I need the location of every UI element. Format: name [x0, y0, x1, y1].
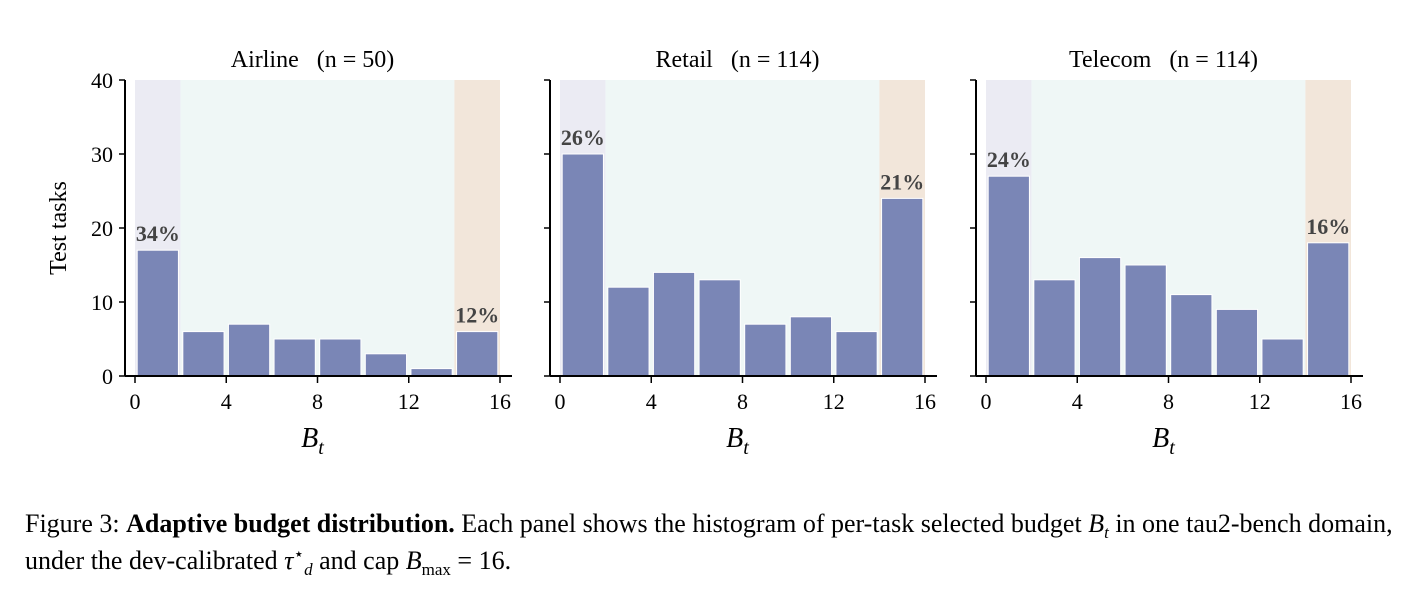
panel-1-x-tick-label-5: 16	[489, 389, 511, 414]
panel-3-region-2	[1031, 80, 1306, 376]
caption-bold-title: Adaptive budget distribution.	[126, 509, 455, 538]
panel-2-x-axis-label-sub: t	[743, 437, 749, 459]
panel-3-annotation-2: 16%	[1306, 214, 1350, 239]
caption-var-b: B	[1088, 509, 1105, 538]
caption-var-bmax: B	[405, 546, 422, 575]
panel-1-y-tick-label-5: 40	[91, 68, 113, 93]
panel-2-region-2	[605, 80, 880, 376]
panel-2-bar-5	[744, 323, 787, 377]
panel-3-bar-1	[987, 175, 1030, 377]
panel-2-annotation-1: 26%	[561, 125, 605, 150]
panel-1-annotation-1: 34%	[136, 221, 180, 246]
caption-text-3: and cap	[312, 546, 406, 575]
panel-3-bar-5	[1170, 294, 1213, 377]
caption-var-b-sub: t	[1104, 523, 1109, 543]
panel-1-title-name: Airline	[231, 47, 299, 73]
caption-text-2: in one tau2-bench domain, under the dev-…	[25, 509, 1393, 575]
panel-1-bar-4	[273, 338, 316, 377]
panel-3-x-tick-label-5: 16	[1340, 389, 1362, 414]
figure-caption: Figure 3: Adaptive budget distribution. …	[25, 505, 1395, 579]
panel-3-annotation-1: 24%	[987, 147, 1031, 172]
panel-1-bar-1	[136, 249, 179, 377]
panel-3-x-tick-label-2: 4	[1072, 389, 1083, 414]
panel-1-x-axis-label-sub: t	[318, 437, 324, 459]
panel-1-bar-8	[456, 331, 499, 377]
panel-1-region-3	[454, 80, 500, 376]
panel-2-x-axis-label: Bt	[726, 423, 749, 459]
panel-1-x-axis-label: Bt	[301, 423, 324, 459]
caption-var-tau: τ	[284, 546, 294, 575]
panel-1-region-2	[180, 80, 455, 376]
panel-3-bar-2	[1033, 279, 1076, 377]
panel-2-bar-7	[835, 331, 878, 377]
panel-2-x-tick-label-5: 16	[914, 389, 936, 414]
panel-1-y-axis-label: Test tasks	[46, 181, 72, 275]
panel-2-bar-1	[561, 153, 604, 377]
panel-1-y-tick-label-1: 0	[102, 364, 113, 389]
panel-2-title: Retail (n = 114)	[656, 47, 820, 73]
panel-3-x-tick-label-1: 0	[981, 389, 992, 414]
caption-var-tau-sup: ⋆	[293, 544, 305, 564]
panel-1-y-tick-label-4: 30	[91, 142, 113, 167]
panel-1-bar-6	[364, 353, 408, 377]
panel-3-bar-3	[1078, 257, 1122, 377]
panel-1-y-tick-label-2: 10	[91, 290, 113, 315]
panel-2-bar-6	[789, 316, 833, 377]
panel-1-title-n: (n = 50)	[317, 47, 395, 73]
caption-prefix: Figure 3:	[25, 509, 127, 538]
panel-1-x-tick-label-3: 8	[312, 389, 323, 414]
panel-1-bar-7	[410, 368, 453, 377]
panel-2-x-tick-label-2: 4	[646, 389, 657, 414]
panel-3-title-n: (n = 114)	[1169, 47, 1258, 73]
panel-2-x-axis-label-main: B	[726, 423, 743, 454]
panel-3-bar-8	[1307, 242, 1350, 377]
panel-1-x-axis-label-main: B	[301, 423, 318, 454]
panel-2-x-tick-label-1: 0	[555, 389, 566, 414]
panel-3-bar-7	[1261, 338, 1304, 377]
caption-text-1: Each panel shows the histogram of per-ta…	[454, 509, 1089, 538]
panel-1-x-tick-label-4: 12	[398, 389, 420, 414]
panel-3-title: Telecom (n = 114)	[1069, 47, 1258, 73]
panel-1-bar-3	[227, 323, 271, 377]
panel-3-bar-6	[1215, 308, 1259, 377]
panel-2-title-name: Retail	[656, 47, 714, 73]
panel-3-title-name: Telecom	[1069, 47, 1152, 73]
panel-2-bar-3	[652, 271, 696, 377]
panel-1-x-tick-label-1: 0	[130, 389, 141, 414]
panel-2-x-tick-label-3: 8	[737, 389, 748, 414]
caption-var-bmax-sub: max	[421, 560, 451, 580]
panel-1-y-tick-label-3: 20	[91, 216, 113, 241]
panel-1-title: Airline (n = 50)	[231, 47, 395, 73]
caption-text-4: = 16.	[450, 546, 512, 575]
panel-1-bar-2	[182, 331, 225, 377]
panel-2-title-n: (n = 114)	[731, 47, 820, 73]
panel-2-bar-4	[698, 279, 741, 377]
panel-3-x-axis-label-main: B	[1152, 423, 1169, 454]
panel-3-x-axis-label: Bt	[1152, 423, 1175, 459]
panel-1-annotation-2: 12%	[455, 303, 499, 328]
panel-3-x-tick-label-4: 12	[1249, 389, 1271, 414]
panel-3-x-axis-label-sub: t	[1169, 437, 1175, 459]
panel-2-bar-2	[607, 286, 650, 377]
panel-2-x-tick-label-4: 12	[823, 389, 845, 414]
panel-2-annotation-2: 21%	[880, 169, 924, 194]
panel-3-x-tick-label-3: 8	[1163, 389, 1174, 414]
panel-3-bar-4	[1124, 264, 1167, 377]
panel-1-bar-5	[319, 338, 362, 377]
panel-1-x-tick-label-2: 4	[221, 389, 232, 414]
caption-var-tau-sub: d	[304, 560, 313, 580]
panel-2-bar-8	[881, 197, 924, 377]
